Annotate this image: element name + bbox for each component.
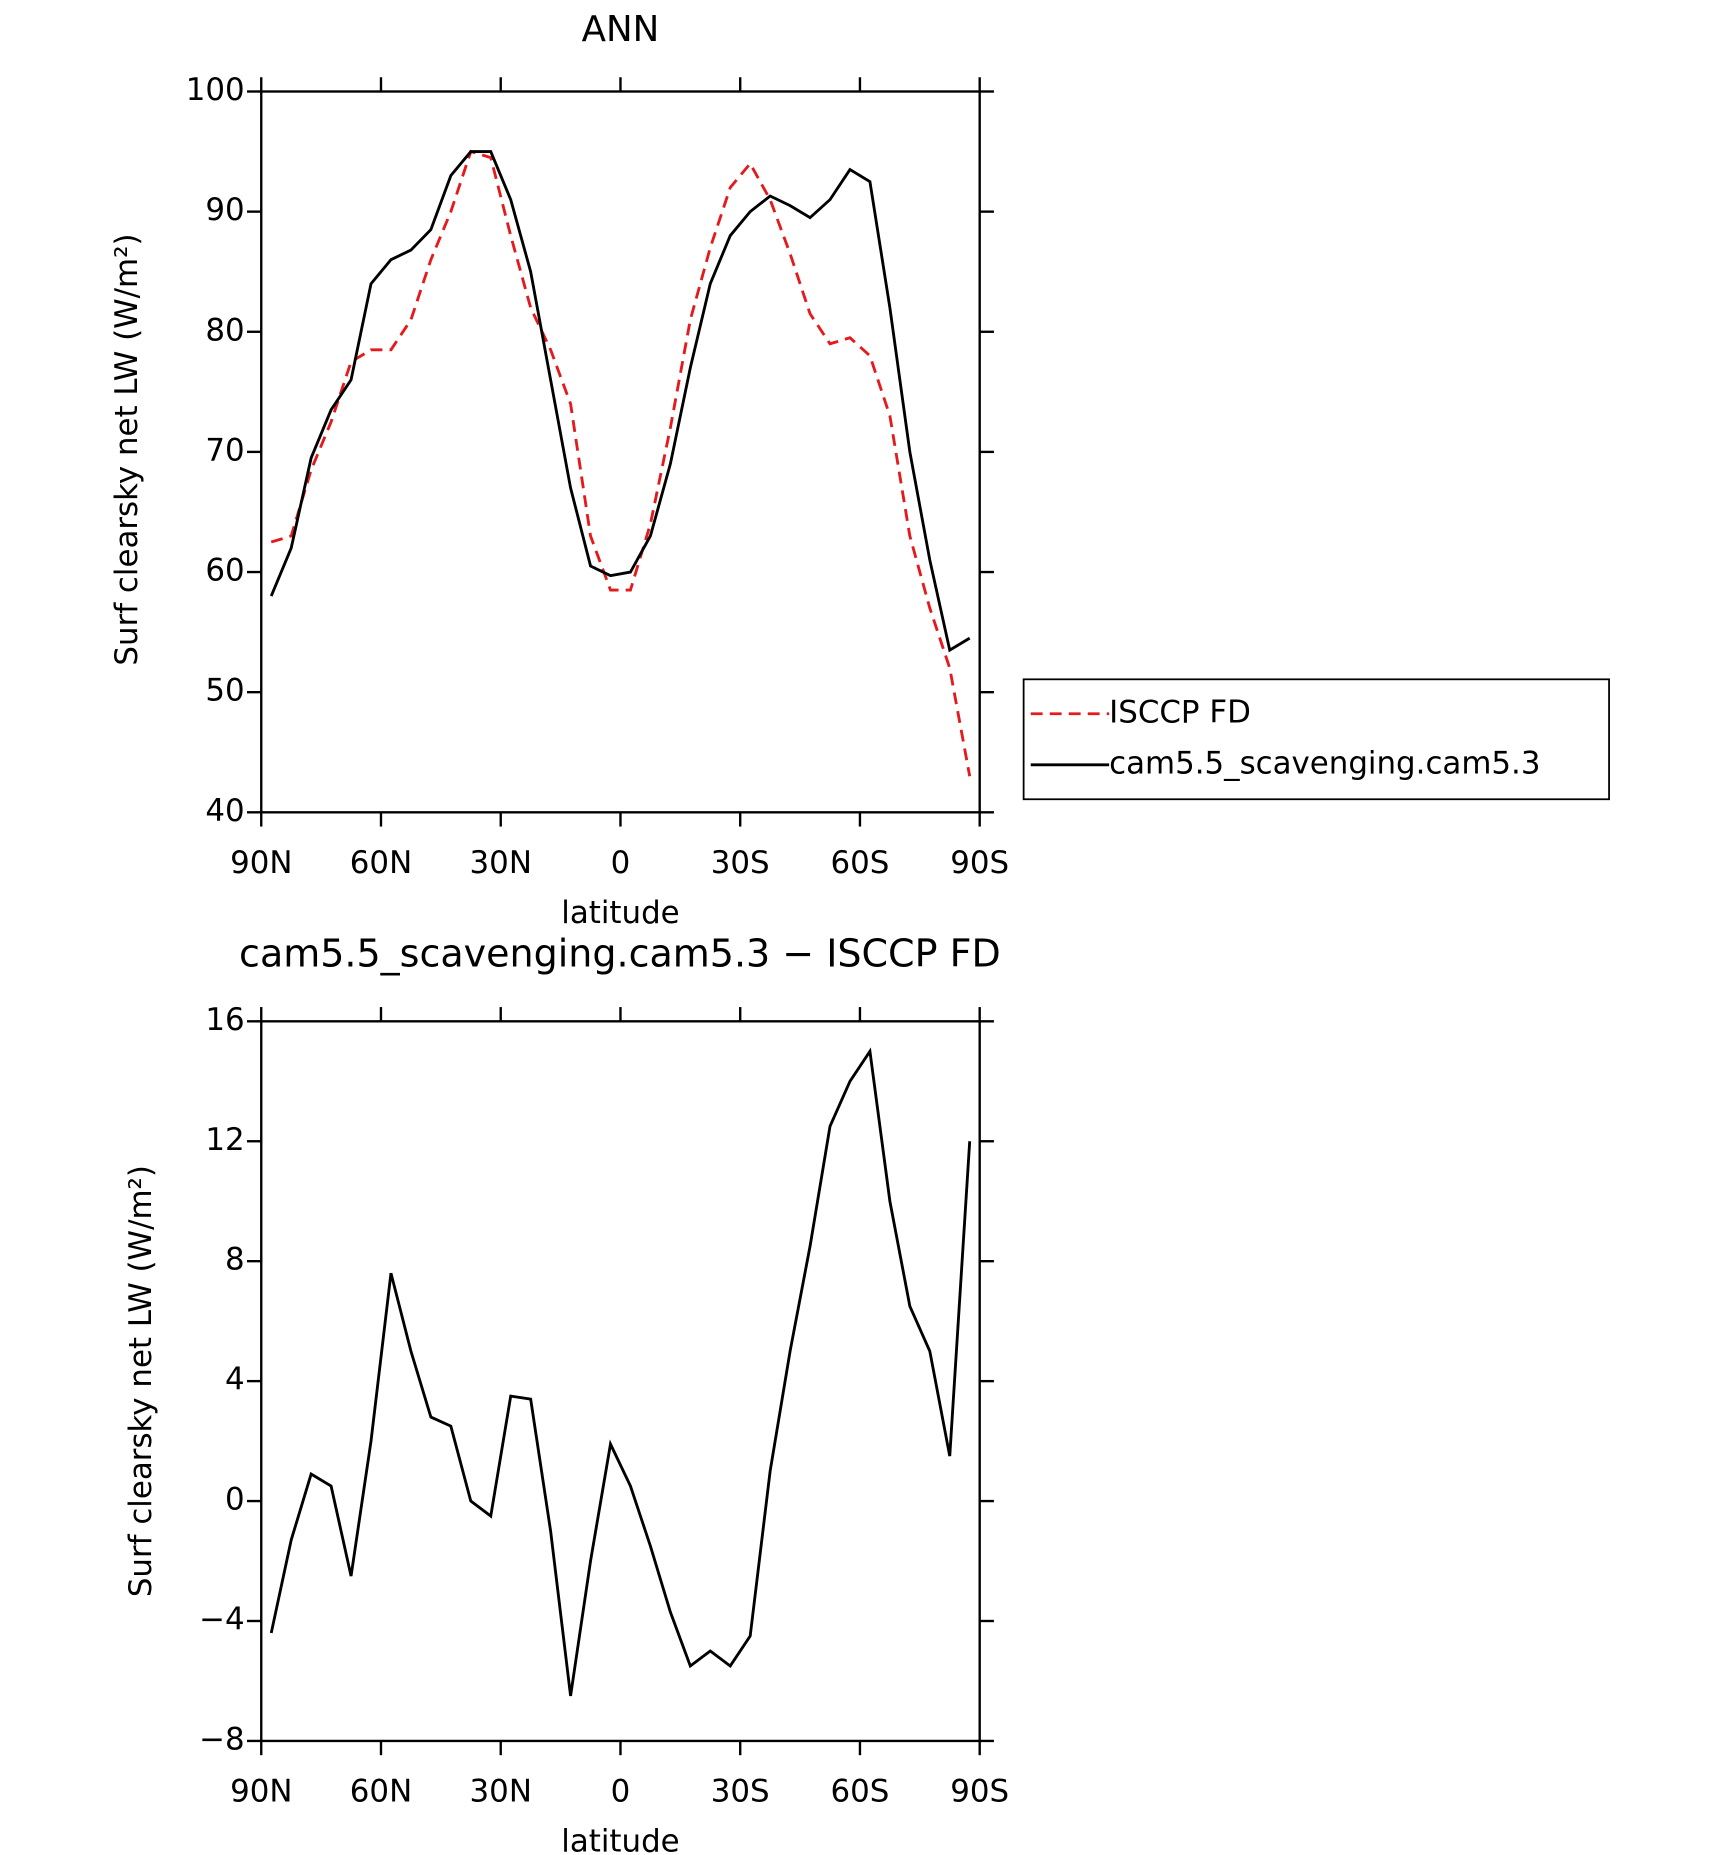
y-tick-label: −8 xyxy=(199,1721,244,1757)
x-axis-label: latitude xyxy=(561,1824,679,1855)
x-tick-label: 90S xyxy=(950,845,1009,881)
x-tick-label: 0 xyxy=(611,1774,631,1810)
x-tick-label: 30S xyxy=(711,1774,770,1810)
x-tick-label: 90S xyxy=(950,1774,1009,1810)
y-tick-label: 4 xyxy=(225,1362,245,1398)
chart-title: ANN xyxy=(582,9,660,50)
y-tick-label: −4 xyxy=(199,1602,244,1638)
x-tick-label: 60S xyxy=(831,845,890,881)
y-axis-label: Surf clearsky net LW (W/m²) xyxy=(109,233,145,665)
y-tick-label: 12 xyxy=(205,1122,244,1158)
x-axis-label: latitude xyxy=(561,895,679,931)
x-tick-label: 30N xyxy=(470,1774,532,1810)
data-line xyxy=(269,150,971,653)
y-tick-label: 70 xyxy=(205,432,244,468)
y-tick-label: 16 xyxy=(205,1002,244,1038)
y-tick-label: 50 xyxy=(205,673,244,709)
x-tick-label: 30S xyxy=(711,845,770,881)
y-tick-label: 80 xyxy=(205,312,244,348)
plot-frame xyxy=(260,1020,981,1743)
data-line xyxy=(270,149,972,777)
y-tick-label: 0 xyxy=(225,1482,245,1518)
legend-label: cam5.5_scavenging.cam5.3 xyxy=(1109,745,1540,781)
y-axis-label: Surf clearsky net LW (W/m²) xyxy=(123,1165,159,1597)
chart-title: cam5.5_scavenging.cam5.3 − ISCCP FD xyxy=(239,932,1001,976)
y-tick-label: 40 xyxy=(205,793,244,829)
x-tick-label: 60N xyxy=(350,845,412,881)
y-tick-label: 8 xyxy=(225,1242,245,1278)
legend-label: ISCCP FD xyxy=(1109,694,1251,730)
data-line xyxy=(269,1047,972,1697)
x-tick-label: 60N xyxy=(350,1774,412,1810)
x-tick-label: 30N xyxy=(470,845,532,881)
y-tick-label: 60 xyxy=(205,553,244,589)
y-tick-label: 100 xyxy=(186,72,245,108)
x-tick-label: 90N xyxy=(230,1774,292,1810)
legend-box xyxy=(1022,678,1610,801)
y-tick-label: 90 xyxy=(205,192,244,228)
plot-frame xyxy=(260,90,981,814)
x-tick-label: 90N xyxy=(230,845,292,881)
x-tick-label: 60S xyxy=(831,1774,890,1810)
x-tick-label: 0 xyxy=(611,845,631,881)
